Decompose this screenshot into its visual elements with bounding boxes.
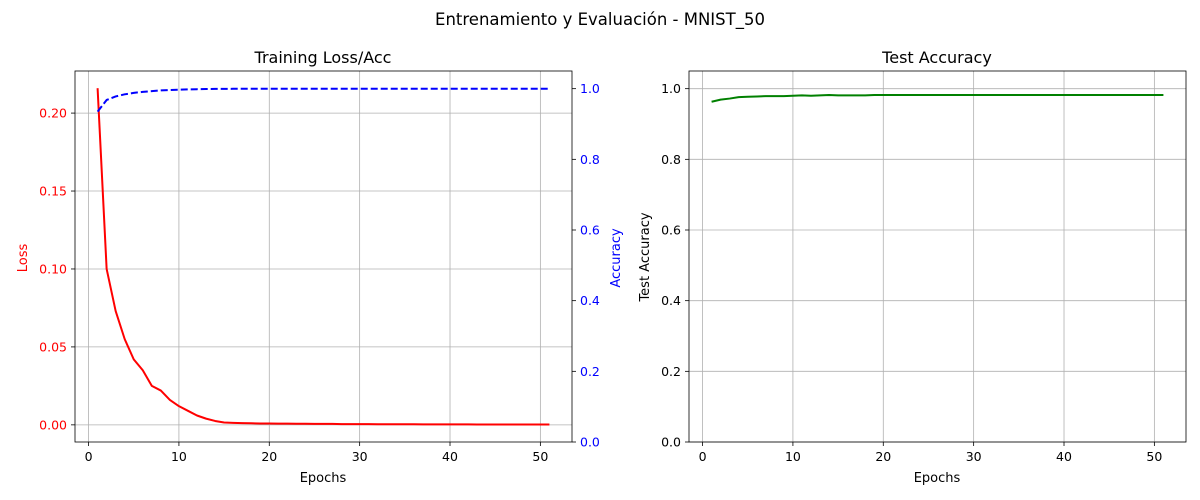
y-tick-label: 0.05 (39, 339, 67, 354)
x-tick-label: 20 (875, 449, 891, 464)
figure-title: Entrenamiento y Evaluación - MNIST_50 (435, 10, 765, 30)
y2-tick-label: 1.0 (580, 81, 600, 96)
y2-tick-label: 0.6 (580, 223, 600, 238)
series-line-accuracy (96, 87, 550, 113)
plot-frame (688, 70, 1187, 443)
y-axis-label: Test Accuracy (638, 212, 653, 302)
chart-title: Test Accuracy (881, 48, 992, 67)
chart-title: Training Loss/Acc (254, 48, 392, 67)
test-accuracy-chart: Test Accuracy Epochs Test Accuracy 0 10 20… (638, 48, 1187, 486)
x-tick-label: 50 (532, 449, 548, 464)
x-tick-label: 40 (442, 449, 458, 464)
x-tick-label: 10 (171, 449, 187, 464)
plot-frame (74, 70, 573, 443)
y-tick-label: 0.20 (39, 106, 67, 121)
y-tick-label: 0.0 (661, 435, 681, 450)
x-tick-label: 0 (699, 449, 707, 464)
x-tick-label: 30 (966, 449, 982, 464)
x-axis-label: Epochs (300, 471, 347, 486)
y-tick-label: 0.4 (661, 293, 681, 308)
training-loss-acc-chart: Training Loss/Acc Epochs Loss Accuracy 0… (16, 48, 624, 486)
x-tick-label: 30 (352, 449, 368, 464)
y-tick-label: 0.8 (661, 152, 681, 167)
grid (689, 71, 1186, 443)
series-line-test-accuracy (711, 94, 1164, 103)
y-tick-label: 0.10 (39, 261, 67, 276)
y-axis-label-loss: Loss (16, 244, 31, 273)
y-tick-label: 0.6 (661, 223, 681, 238)
series-line-loss (96, 88, 550, 426)
grid (75, 71, 572, 442)
y-tick-label: 0.15 (39, 184, 67, 199)
y2-tick-label: 0.4 (580, 293, 600, 308)
x-tick-label: 10 (785, 449, 801, 464)
y2-tick-label: 0.8 (580, 152, 600, 167)
x-axis-label: Epochs (914, 471, 961, 486)
x-tick-label: 50 (1146, 449, 1162, 464)
y2-tick-label: 0.0 (580, 435, 600, 450)
y-tick-label: 0.2 (661, 364, 681, 379)
x-tick-label: 40 (1056, 449, 1072, 464)
y2-axis-label-accuracy: Accuracy (609, 228, 624, 288)
y2-tick-label: 0.2 (580, 364, 600, 379)
x-tick-label: 0 (85, 449, 93, 464)
x-tick-label: 20 (261, 449, 277, 464)
y-tick-label: 0.00 (39, 417, 67, 432)
y-tick-label: 1.0 (661, 81, 681, 96)
